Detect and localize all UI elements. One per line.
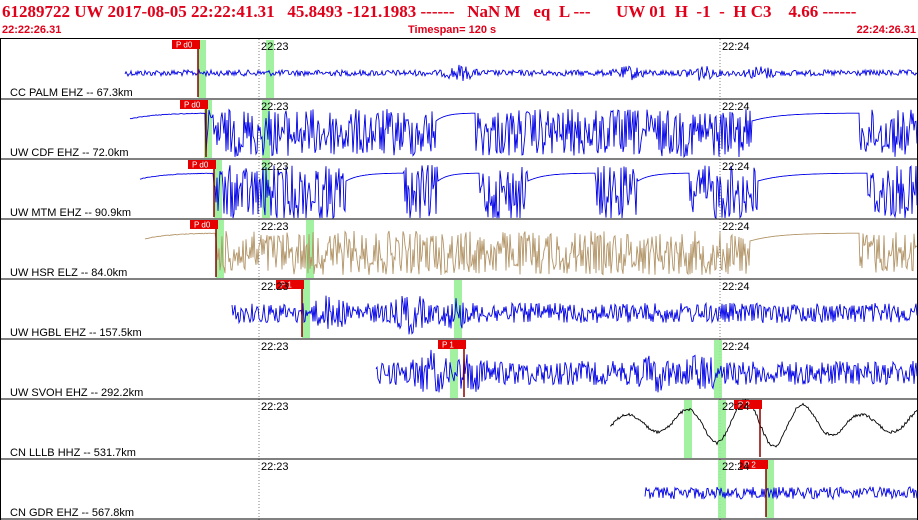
time-tick-label: 22:24	[722, 281, 750, 293]
analysis-window-start	[718, 460, 726, 518]
analysis-window-start	[216, 220, 224, 278]
pick-label: P d0	[184, 101, 201, 110]
analysis-window-end	[266, 40, 274, 98]
pick-label: P d0	[194, 221, 211, 230]
time-tick-label: 22:23	[261, 401, 289, 413]
seismogram-canvas[interactable]: P d0 22:23 22:24 CC PALM EHZ -- 67.3km P d0 2…	[0, 39, 918, 520]
pick-flag	[180, 100, 208, 109]
pick-flag	[172, 40, 200, 49]
channel-label: UW CDF EHZ -- 72.0km	[10, 147, 129, 159]
channel-label: CN GDR EHZ -- 567.8km	[10, 507, 134, 519]
start-time-label: 22:22:26.31	[2, 24, 62, 36]
analysis-window-start	[214, 160, 222, 218]
analysis-window-start	[198, 40, 206, 98]
time-tick-label: 22:23	[261, 281, 289, 293]
time-tick-label: 22:24	[722, 341, 750, 353]
seismogram-panel[interactable]: P d0 22:23 22:24 CC PALM EHZ -- 67.3km P d0 2…	[0, 39, 918, 520]
event-header: 61289722 UW 2017-08-05 22:22:41.31 45.84…	[0, 0, 918, 40]
analysis-window-start	[684, 400, 692, 458]
pick-flag	[740, 460, 768, 469]
time-tick-label: 22:23	[261, 41, 289, 53]
time-tick-label: 22:24	[722, 161, 750, 173]
pick-label: P d0	[176, 41, 193, 50]
time-tick-label: 22:24	[722, 401, 750, 413]
pick-label: P 2	[744, 461, 756, 470]
waveform-trace	[144, 230, 918, 276]
pick-flag	[734, 400, 762, 409]
analysis-window-end	[262, 160, 270, 218]
end-time-label: 22:24:26.31	[856, 24, 916, 36]
waveform-trace	[129, 108, 918, 159]
time-tick-label: 22:23	[261, 461, 289, 473]
event-title: 61289722 UW 2017-08-05 22:22:41.31 45.84…	[2, 2, 857, 21]
waveform-trace	[644, 485, 918, 501]
waveform-trace	[231, 295, 918, 335]
channel-label: UW HSR ELZ -- 84.0km	[10, 267, 127, 279]
timespan-label: Timespan= 120 s	[408, 24, 497, 36]
channel-label: UW HGBL EHZ -- 157.5km	[10, 327, 142, 339]
pick-flag	[190, 220, 218, 229]
channel-label: CC PALM EHZ -- 67.3km	[10, 87, 133, 99]
channel-label: UW MTM EHZ -- 90.9km	[10, 207, 131, 219]
analysis-window-end	[766, 460, 774, 518]
time-tick-label: 22:23	[261, 101, 289, 113]
time-tick-label: 22:24	[722, 41, 750, 53]
pick-flag	[438, 340, 466, 349]
pick-label: P d0	[192, 161, 209, 170]
channel-label: UW SVOH EHZ -- 292.2km	[10, 387, 143, 399]
pick-label: P 1	[280, 281, 292, 290]
time-tick-label: 22:23	[261, 341, 289, 353]
pick-label: P 1	[442, 341, 454, 350]
analysis-window-end	[718, 400, 726, 458]
time-tick-label: 22:24	[722, 461, 750, 473]
header-divider	[0, 38, 918, 39]
waveform-trace	[124, 64, 918, 82]
analysis-window-start	[302, 280, 310, 338]
pick-flag	[276, 280, 304, 289]
time-tick-label: 22:24	[722, 221, 750, 233]
analysis-window-end	[262, 100, 270, 158]
analysis-window-start	[450, 340, 458, 398]
waveform-trace	[375, 349, 918, 393]
analysis-window-end	[306, 220, 314, 278]
pick-flag	[188, 160, 216, 169]
waveform-trace	[609, 399, 918, 448]
channel-label: CN LLLB HHZ -- 531.7km	[10, 447, 136, 459]
time-tick-label: 22:23	[261, 221, 289, 233]
pick-label: P 2	[738, 401, 750, 410]
analysis-window-end	[454, 280, 462, 338]
waveform-trace	[139, 165, 918, 220]
time-tick-label: 22:23	[261, 161, 289, 173]
time-tick-label: 22:24	[722, 101, 750, 113]
